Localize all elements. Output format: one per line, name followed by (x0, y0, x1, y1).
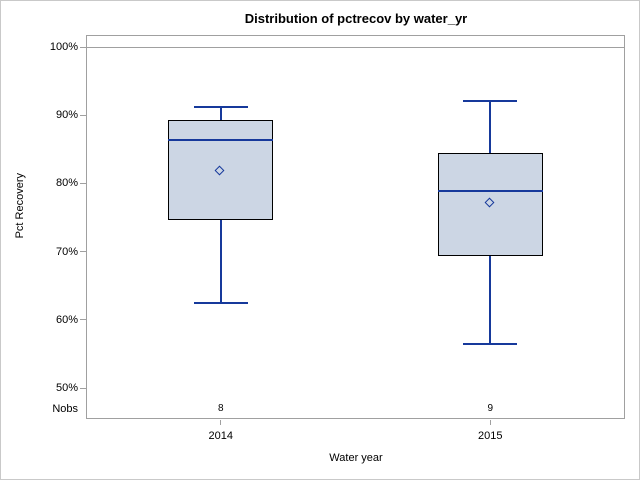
whisker-cap-upper (463, 99, 518, 102)
nobs-value: 8 (217, 403, 224, 414)
whisker-cap-lower (463, 343, 518, 346)
nobs-row-label: Nobs (52, 403, 78, 415)
whisker-lower (489, 255, 492, 345)
x-tick (220, 420, 222, 425)
median-line (168, 138, 274, 141)
whisker-lower (219, 220, 222, 303)
x-axis-title: Water year (329, 452, 383, 464)
box-body (437, 152, 543, 256)
y-tick (80, 114, 86, 116)
whisker-cap-lower (193, 301, 248, 304)
y-tick-label: 70% (55, 245, 78, 258)
box-body (168, 119, 274, 221)
nobs-value: 9 (487, 403, 494, 414)
x-tick-label: 2014 (208, 430, 233, 442)
x-tick-label: 2015 (478, 430, 503, 442)
y-tick (80, 319, 86, 321)
whisker-upper (219, 107, 222, 120)
y-tick-label: 80% (55, 177, 78, 190)
median-line (437, 189, 543, 192)
y-tick (80, 46, 86, 48)
plot-frame (86, 35, 625, 419)
y-tick (80, 182, 86, 184)
y-tick (80, 387, 86, 389)
y-tick-label: 50% (55, 382, 78, 394)
y-tick-label: 90% (55, 109, 78, 122)
chart-title: Distribution of pctrecov by water_yr (244, 11, 468, 26)
x-tick (489, 420, 491, 425)
whisker-cap-upper (193, 106, 248, 109)
reference-line-100 (86, 46, 625, 48)
y-tick-label: 100% (49, 41, 78, 53)
y-tick-label: 60% (55, 313, 78, 326)
y-tick (80, 251, 86, 253)
whisker-upper (489, 100, 492, 153)
